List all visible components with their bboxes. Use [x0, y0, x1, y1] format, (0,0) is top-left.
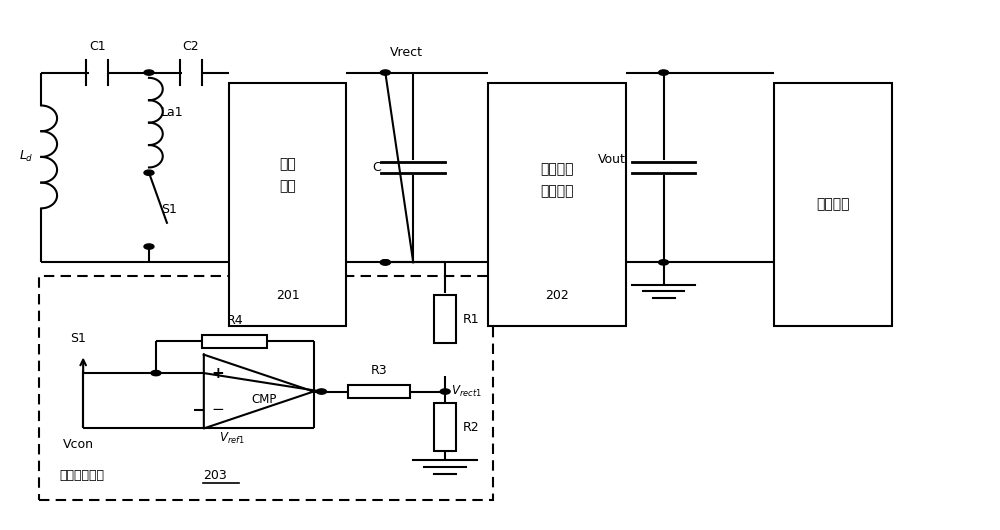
Text: 202: 202 [545, 289, 569, 302]
Circle shape [317, 389, 326, 394]
Text: R3: R3 [371, 364, 388, 377]
Circle shape [380, 260, 390, 265]
Bar [434, 403, 456, 451]
Text: +: + [212, 366, 225, 381]
Text: Vout: Vout [598, 153, 626, 166]
Text: $V_{rect1}$: $V_{rect1}$ [451, 384, 482, 399]
Text: C2: C2 [183, 40, 199, 52]
Circle shape [440, 389, 450, 394]
Text: S1: S1 [70, 332, 86, 345]
Bar [434, 295, 456, 343]
Circle shape [659, 70, 669, 75]
Circle shape [380, 70, 390, 75]
Text: CMP: CMP [251, 393, 276, 406]
Text: C: C [373, 161, 381, 174]
Text: 过压控制电路: 过压控制电路 [59, 469, 104, 482]
Text: 201: 201 [276, 289, 299, 302]
Text: 203: 203 [203, 469, 227, 482]
Bar [202, 334, 267, 348]
Bar [488, 83, 626, 325]
Bar [774, 83, 892, 325]
Text: La1: La1 [161, 105, 184, 119]
Bar [229, 83, 346, 325]
Text: S1: S1 [161, 203, 177, 216]
Text: 整流
电路: 整流 电路 [279, 157, 296, 193]
Text: R2: R2 [463, 421, 480, 434]
Text: 电子设备: 电子设备 [816, 197, 850, 211]
Circle shape [144, 170, 154, 175]
Text: C1: C1 [89, 40, 105, 52]
Text: Vrect: Vrect [390, 47, 423, 59]
Circle shape [144, 244, 154, 249]
Text: $L_d$: $L_d$ [19, 149, 34, 164]
Text: $V_{ref1}$: $V_{ref1}$ [219, 431, 245, 446]
Circle shape [144, 70, 154, 75]
Circle shape [380, 260, 390, 265]
Circle shape [659, 260, 669, 265]
Text: R4: R4 [226, 314, 243, 326]
FancyBboxPatch shape [39, 276, 493, 500]
Text: 直流电压
转换电路: 直流电压 转换电路 [540, 162, 574, 199]
Text: R1: R1 [463, 313, 480, 325]
Text: −: − [212, 402, 225, 418]
Text: Vcon: Vcon [63, 438, 94, 451]
Circle shape [151, 370, 161, 376]
Bar [348, 385, 410, 398]
